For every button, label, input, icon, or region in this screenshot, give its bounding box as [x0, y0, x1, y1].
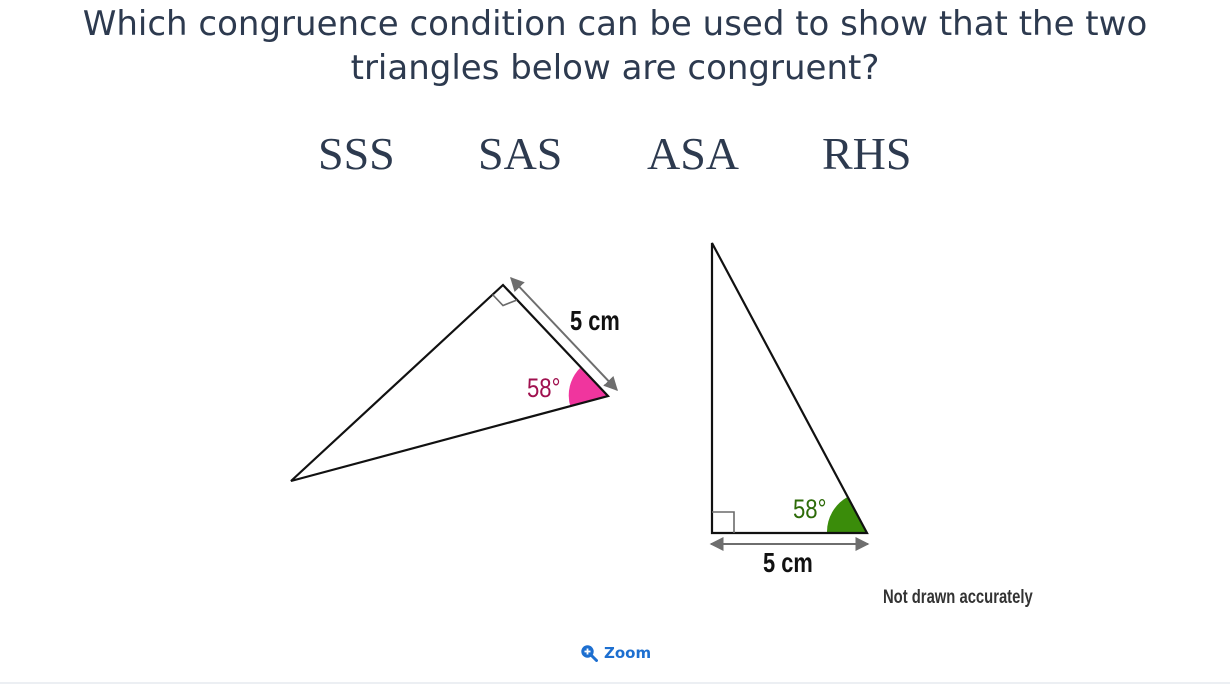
option-asa[interactable]: ASA: [647, 128, 740, 179]
left-angle-label: 58°: [527, 374, 560, 404]
right-right-angle-marker: [712, 511, 735, 533]
right-triangle-outline: [710, 242, 869, 535]
left-angle-arc: [568, 368, 608, 407]
left-right-angle-marker: [491, 293, 518, 307]
left-side-dimension-arrow: [510, 276, 618, 392]
option-sss[interactable]: SSS: [318, 128, 395, 179]
left-triangle-outline: [290, 283, 611, 483]
right-angle-arc: [826, 497, 867, 533]
right-angle-label: 58°: [793, 495, 826, 525]
zoom-button[interactable]: Zoom: [580, 644, 651, 662]
zoom-label: Zoom: [604, 644, 652, 662]
right-side-label: 5 cm: [763, 547, 813, 578]
option-sas[interactable]: SAS: [478, 128, 563, 179]
bottom-divider: [0, 682, 1230, 684]
zoom-in-icon: [580, 644, 598, 662]
option-rhs[interactable]: RHS: [822, 128, 912, 179]
not-drawn-accurately-note: Not drawn accurately: [883, 586, 1033, 607]
right-triangle: 58° 5 cm: [709, 242, 870, 579]
question-text: Which congruence condition can be used t…: [82, 4, 1148, 88]
left-triangle: 58° 5 cm: [290, 276, 620, 483]
left-side-label: 5 cm: [570, 305, 620, 336]
